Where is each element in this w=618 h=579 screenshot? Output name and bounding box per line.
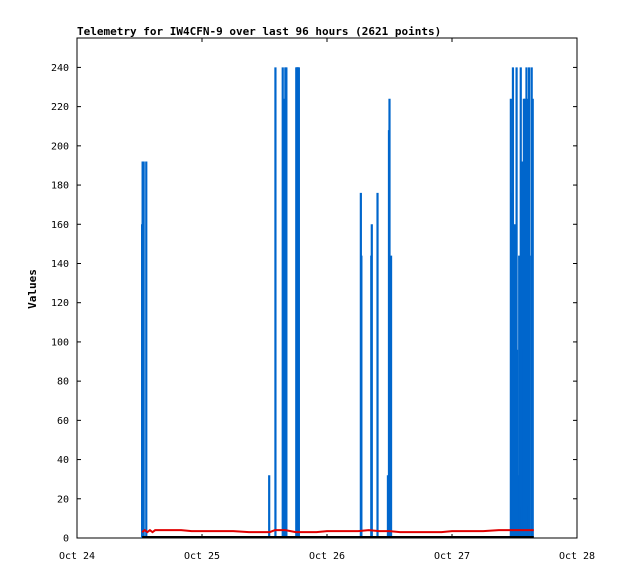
- y-tick-label: 20: [57, 494, 69, 505]
- y-tick-label: 80: [57, 377, 69, 388]
- y-tick-label: 0: [63, 534, 69, 545]
- y-axis: 0 20 40 60 80 100 120 140 160 180 200 220 240: [51, 63, 577, 545]
- x-tick-label: Oct 28: [559, 551, 595, 562]
- y-tick-label: 140: [51, 259, 69, 270]
- y-tick-label: 60: [57, 416, 69, 427]
- x-tick-label: Oct 25: [184, 551, 220, 562]
- chart-title: Telemetry for IW4CFN-9 over last 96 hour…: [77, 25, 441, 38]
- y-tick-label: 120: [51, 298, 69, 309]
- y-tick-label: 220: [51, 102, 69, 113]
- x-tick-label: Oct 27: [434, 551, 470, 562]
- x-tick-label: Oct 26: [309, 551, 345, 562]
- y-tick-label: 180: [51, 181, 69, 192]
- y-tick-label: 100: [51, 337, 69, 348]
- series-1: [141, 528, 534, 534]
- plot-frame: [76, 37, 578, 539]
- x-axis: Oct 24 Oct 25 Oct 26 Oct 27 Oct 28: [59, 38, 595, 562]
- x-tick-label: Oct 24: [59, 551, 95, 562]
- y-tick-label: 240: [51, 63, 69, 74]
- series-1-line: [141, 528, 534, 534]
- y-tick-label: 40: [57, 455, 69, 466]
- series-layer: [141, 67, 534, 539]
- plot-area-border: [76, 37, 578, 539]
- series-0: [141, 67, 534, 538]
- y-tick-label: 160: [51, 220, 69, 231]
- y-axis-title: Values: [26, 269, 39, 309]
- y-tick-label: 200: [51, 141, 69, 152]
